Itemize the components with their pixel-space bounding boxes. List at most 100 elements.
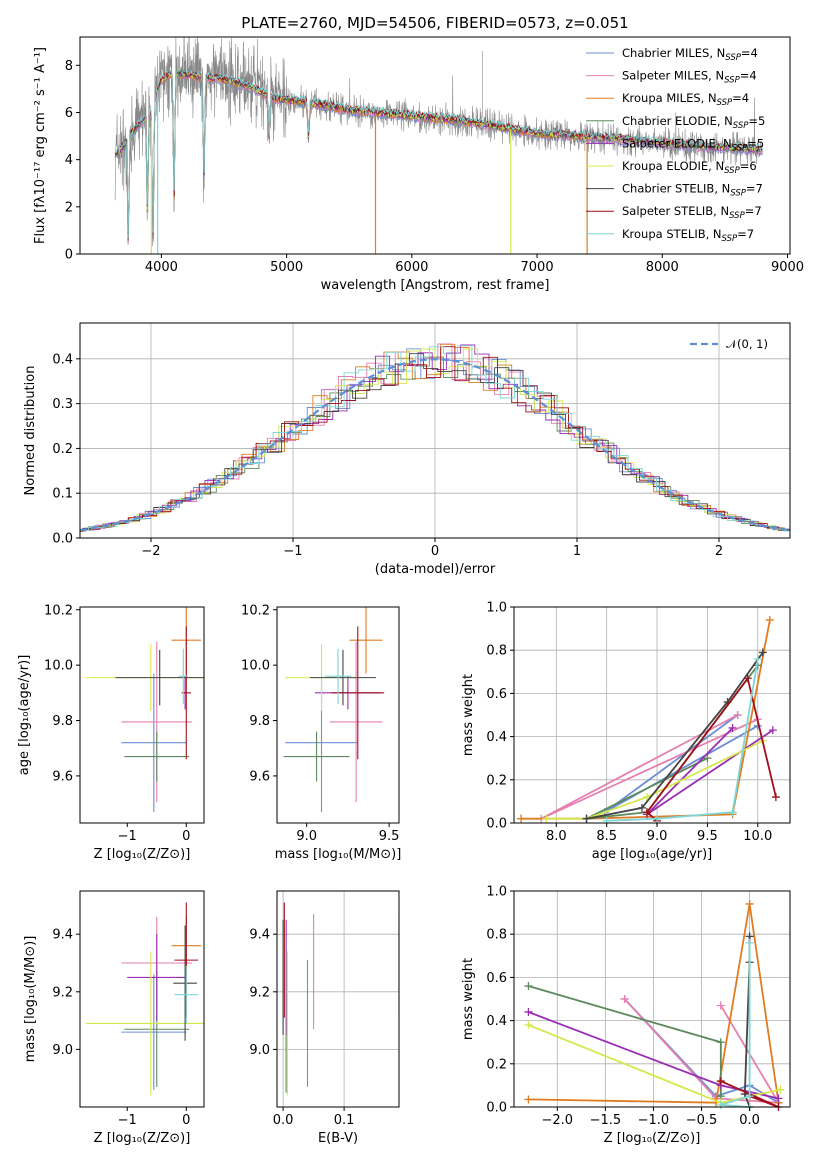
- x-tick-label: −1: [118, 829, 137, 844]
- x-tick-label: 9.5: [379, 829, 400, 844]
- legend-entry: Salpeter STELIB, NSSP=7: [622, 204, 762, 221]
- y-tick-label: 6: [65, 106, 73, 121]
- series-marker: [524, 982, 533, 991]
- y-tick-label: 0.2: [486, 1057, 507, 1072]
- x-tick-label: 0: [182, 1113, 190, 1128]
- normal-curve: [80, 358, 788, 532]
- axes-frame: [276, 606, 400, 824]
- plot-area: [282, 902, 399, 1096]
- y-tick-label: 0.0: [486, 1101, 507, 1116]
- series-marker: [743, 674, 752, 683]
- series-marker: [524, 1007, 533, 1016]
- y-tick-label: 0.4: [486, 1014, 507, 1029]
- x-tick-label: 0.1: [334, 1113, 355, 1128]
- panel-mass_vs_ebv: 0.0 0.1 9.0 9.2 9.4 E(B-V): [249, 890, 400, 1146]
- series-marker: [582, 814, 591, 823]
- y-tick-label: 0: [65, 248, 73, 263]
- x-tick-label: 6000: [395, 260, 428, 275]
- series-marker: [716, 1100, 725, 1109]
- legend-count: =7: [746, 182, 763, 196]
- legend-entry: Kroupa ELODIE, NSSP=6: [622, 159, 757, 176]
- x-axis-label: Z [log₁₀(Z/Z⊙)]: [94, 1131, 191, 1146]
- spectrum-model-line: [114, 72, 589, 244]
- axes-frame: [513, 890, 791, 1108]
- y-tick-label: 0.4: [486, 730, 507, 745]
- series-marker: [524, 1020, 533, 1029]
- series-marker: [753, 654, 762, 663]
- series-marker: [703, 754, 712, 763]
- y-tick-label: 0.2: [52, 442, 73, 457]
- panel-massweight_vs_age: 8.0 8.5 9.0 9.5 10.0 0.0 0.2 0.4 0.6 0.8 1.0 age [l…: [461, 601, 791, 862]
- x-tick-label: −2.0: [541, 1113, 573, 1128]
- y-tick-label: 9.6: [52, 769, 73, 784]
- panel-spectrum: 4000 5000 6000 7000 8000 9000 0 2 4 6 8 wavelength …: [33, 36, 804, 293]
- axes-frame: [276, 890, 400, 1108]
- legend-count: =4: [741, 46, 758, 60]
- plot-area: [114, 37, 763, 254]
- y-tick-label: 0.0: [52, 532, 73, 547]
- x-tick-label: −1: [283, 544, 302, 559]
- x-tick-label: 10.0: [743, 829, 772, 844]
- legend-entry: Kroupa STELIB, NSSP=7: [622, 227, 754, 244]
- series-line: [546, 740, 764, 820]
- series-line: [540, 714, 759, 820]
- legend-subscript: SSP: [733, 121, 749, 131]
- series-marker: [774, 1094, 783, 1103]
- y-tick-label: 4: [65, 153, 73, 168]
- x-axis-label: E(B-V): [318, 1131, 358, 1146]
- series-marker: [768, 726, 777, 735]
- series-marker: [642, 808, 651, 817]
- y-tick-label: 2: [65, 200, 73, 215]
- y-axis-label: Flux [fλ10⁻¹⁷ erg cm⁻² s⁻¹ A⁻¹]: [33, 47, 48, 244]
- x-tick-label: −2: [141, 544, 160, 559]
- legend-subscript: SSP: [730, 189, 746, 199]
- plot-area: [524, 899, 785, 1111]
- axes-frame: [513, 606, 791, 824]
- y-tick-label: 0.2: [486, 773, 507, 788]
- series-marker: [524, 1095, 533, 1104]
- legend-subscript: SSP: [732, 143, 748, 153]
- y-axis-label: mass [log₁₀(M/M⊙)]: [23, 936, 38, 1063]
- panel-age_vs_mass: 9.0 9.5 9.6 9.8 10.0 10.2 mass [log₁₀(M/M⊙)]: [241, 603, 401, 862]
- y-tick-label: 9.4: [249, 928, 270, 943]
- x-tick-label: 9.0: [647, 829, 668, 844]
- legend-subscript: SSP: [722, 234, 738, 244]
- y-axis-label: age [log₁₀(age/yr)]: [17, 655, 32, 776]
- x-tick-label: 8000: [646, 260, 679, 275]
- y-tick-label: 9.8: [52, 714, 73, 729]
- x-tick-label: 0: [182, 829, 190, 844]
- series-marker: [745, 938, 754, 947]
- x-tick-label: 0.0: [273, 1113, 294, 1128]
- legend-entry: Chabrier ELODIE, NSSP=5: [622, 114, 765, 131]
- x-axis-label: age [log₁₀(age/yr)]: [592, 847, 713, 862]
- legend-count: =4: [740, 69, 757, 83]
- axes-frame: [79, 890, 205, 1108]
- legend-subscript: SSP: [729, 211, 745, 221]
- x-tick-label: 9000: [771, 260, 804, 275]
- y-tick-label: 1.0: [486, 885, 507, 900]
- y-tick-label: 0.1: [52, 487, 73, 502]
- axes-frame: [79, 36, 791, 255]
- x-tick-label: 0: [431, 544, 439, 559]
- panel-age_vs_Z: −1 0 9.6 9.8 10.0 10.2 Z [log₁₀(Z/Z⊙)] age [log…: [17, 603, 205, 862]
- y-axis-label: Normed distribution: [23, 366, 38, 496]
- x-axis-label: Z [log₁₀(Z/Z⊙)]: [94, 847, 191, 862]
- series-marker: [716, 1001, 725, 1010]
- y-tick-label: 9.0: [52, 1043, 73, 1058]
- legend-entry: Chabrier STELIB, NSSP=7: [622, 182, 763, 199]
- panel-mass_vs_Z: −1 0 9.0 9.2 9.4 Z [log₁₀(Z/Z⊙)] mass [log₁₀(M…: [23, 890, 205, 1146]
- y-axis-label: mass weight: [461, 674, 476, 756]
- spectrum-model-line: [114, 67, 763, 238]
- x-tick-label: 0.0: [739, 1113, 760, 1128]
- series-marker: [716, 1038, 725, 1047]
- series-line: [528, 1024, 781, 1104]
- y-tick-label: 0.8: [486, 928, 507, 943]
- series-marker: [771, 793, 780, 802]
- series-line: [528, 903, 780, 1104]
- axes-frame: [79, 606, 205, 824]
- x-axis-label: wavelength [Angstrom, rest frame]: [321, 278, 550, 293]
- y-tick-label: 0.6: [486, 687, 507, 702]
- y-tick-label: 0.8: [486, 644, 507, 659]
- legend-subscript: SSP: [724, 76, 740, 86]
